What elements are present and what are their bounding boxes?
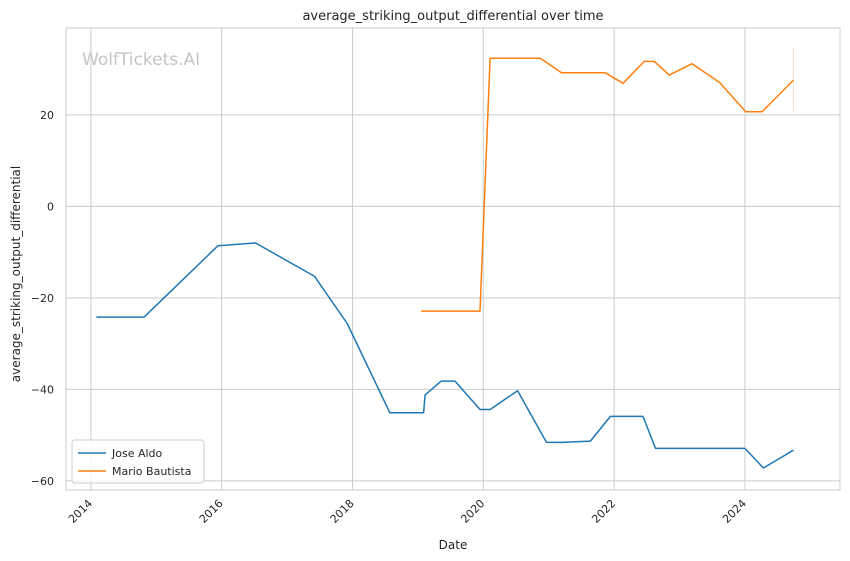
- legend-box: [71, 439, 205, 484]
- series-layer: [96, 48, 794, 469]
- legend-label-mario-bautista: Mario Bautista: [112, 465, 191, 478]
- y-axis-label: average_striking_output_differential: [9, 166, 23, 382]
- plot-border: [65, 27, 841, 491]
- y-tick-label: −20: [31, 292, 54, 305]
- grid: [66, 28, 840, 490]
- series-line-jose-aldo: [96, 242, 794, 469]
- y-tick-label: −40: [31, 383, 54, 396]
- y-tick-label: 20: [40, 109, 54, 122]
- series-line-mario-bautista: [421, 57, 794, 312]
- plot-frame: [65, 27, 841, 491]
- watermark: WolfTickets.AI: [82, 50, 200, 70]
- y-tick-label: 0: [47, 200, 54, 213]
- x-axis-label: Date: [439, 538, 468, 552]
- legend-label-jose-aldo: Jose Aldo: [111, 447, 163, 460]
- legend: Jose Aldo Mario Bautista: [71, 439, 205, 484]
- chart-title: average_striking_output_differential ove…: [302, 9, 603, 24]
- y-tick-label: −60: [31, 475, 54, 488]
